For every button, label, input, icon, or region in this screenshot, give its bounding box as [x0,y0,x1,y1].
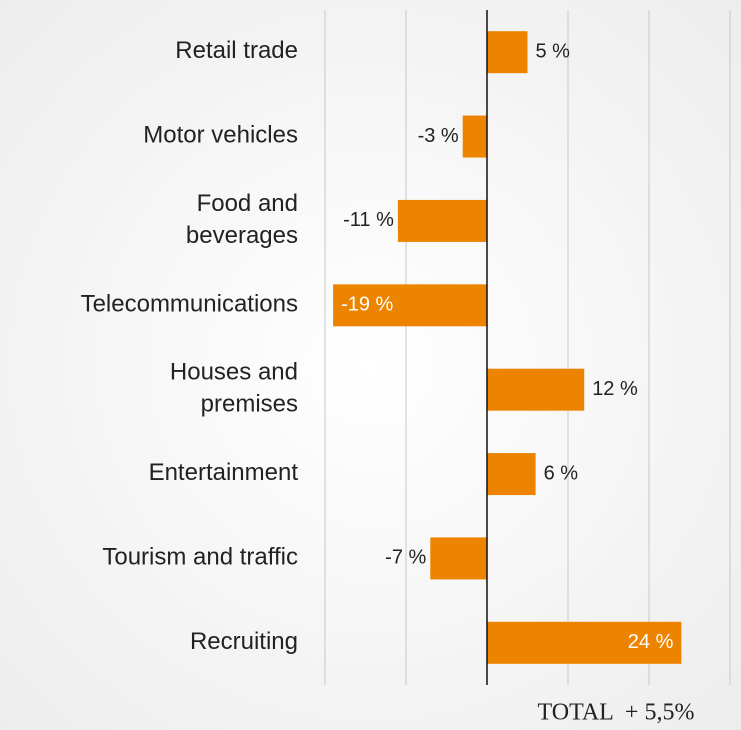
category-label: Tourism and traffic [102,544,298,571]
bar [397,199,487,242]
bar [487,453,536,496]
bar [430,537,487,580]
value-label: -7 % [385,547,426,569]
bar [487,621,682,664]
category-label: Telecommunications [81,291,298,318]
value-label: -3 % [418,125,459,147]
total-annotation: TOTAL + 5,5% [538,700,695,726]
category-label: Entertainment [149,459,299,486]
value-label: -19 % [341,294,393,316]
value-label: 5 % [536,40,571,62]
value-label: -11 % [343,209,394,231]
value-label: 12 % [592,378,638,400]
bar [333,284,487,327]
category-label: Houses and premises [170,359,298,418]
category-label: Retail trade [175,38,298,65]
category-label: Recruiting [190,628,298,655]
bar [487,368,585,411]
category-label: Motor vehicles [143,122,298,149]
category-label: Food and beverages [186,190,298,249]
bar [462,115,487,158]
value-label: 6 % [544,462,579,484]
value-label: 24 % [628,631,674,653]
bar [487,31,528,74]
